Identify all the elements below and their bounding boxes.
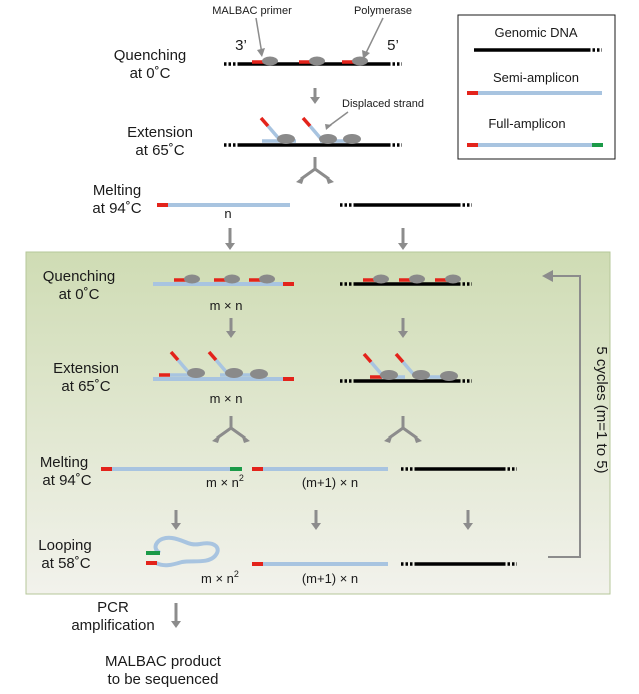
q2g-bound1-polymerase [373, 274, 389, 284]
arrow-melt1-left-head [225, 243, 235, 250]
ext1-poly3 [343, 134, 361, 144]
product-line2: to be sequenced [108, 671, 219, 688]
legend-semi-label: Semi-amplicon [493, 70, 579, 85]
mult-mn2-loop: m × n2 [201, 569, 239, 586]
ext2-poly1-displaced-primer [169, 350, 180, 362]
fork1-head-left [296, 175, 305, 184]
displaced-pointer-head [325, 124, 332, 130]
arrow-melt1-right-head [398, 243, 408, 250]
annotation-5prime: 5’ [387, 37, 399, 54]
annotations: MALBAC primer Polymerase Displaced stran… [212, 5, 424, 130]
mult-n: n [224, 206, 231, 221]
fork1-head-right [325, 175, 334, 184]
product-line1: MALBAC product [105, 653, 222, 670]
fork2-right-head-left [384, 434, 393, 443]
bound2-polymerase [309, 56, 325, 66]
loop-strand [153, 535, 220, 568]
ext2-poly1-polymerase [187, 368, 205, 378]
q2-bound2-polymerase [224, 274, 240, 284]
ext2-poly2-displaced-primer [207, 350, 218, 362]
step-melt2-line1: Melting [40, 454, 88, 471]
molecules [101, 56, 517, 568]
fork2-left-head-left [212, 434, 221, 443]
ext2-poly2-polymerase [225, 368, 243, 378]
cycle-return-head [542, 270, 553, 282]
cycle-indicator: 5 cycles (m=1 to 5) [542, 270, 610, 558]
polymerase-pointer [364, 17, 384, 56]
annotation-displaced: Displaced strand [342, 98, 424, 110]
ext2g-poly2-displaced-primer [394, 352, 405, 364]
ext2g-poly3 [440, 371, 458, 381]
q2g-bound2-polymerase [409, 274, 425, 284]
step-ext2-line2: at 65˚C [61, 378, 110, 395]
step-melt2-line2: at 94˚C [42, 472, 91, 489]
mult-m1n-loop: (m+1) × n [302, 571, 358, 586]
step-loop-line2: at 58˚C [41, 555, 90, 572]
fork1-branches [300, 157, 330, 181]
ext1-poly2-polymerase [319, 134, 337, 144]
q2-bound1-polymerase [184, 274, 200, 284]
arrow-q2-left-head [226, 331, 236, 338]
ext1-poly2-displaced-primer [301, 116, 312, 128]
step-pcr-line1: PCR [97, 599, 129, 616]
mult-mn2-melt: m × n2 [206, 473, 244, 490]
bound3-polymerase [352, 56, 368, 66]
primer-pointer-head [257, 48, 265, 57]
arrow-melt2-3-head [463, 523, 473, 530]
step-melt1-line2: at 94˚C [92, 200, 141, 217]
step-loop-line1: Looping [38, 537, 91, 554]
mult-mn-quench: m × n [210, 298, 243, 313]
q2-bound3-polymerase [259, 274, 275, 284]
mult-m1n-melt: (m+1) × n [302, 475, 358, 490]
displaced-pointer [328, 111, 349, 127]
step-ext2-line1: Extension [53, 360, 119, 377]
annotation-primer: MALBAC primer [212, 5, 292, 17]
step-ext1-line1: Extension [127, 124, 193, 141]
q2g-bound3-polymerase [445, 274, 461, 284]
arrow-quench1-ext1-head [310, 97, 320, 104]
step-melt1-line1: Melting [93, 182, 141, 199]
ext2g-poly1-displaced-primer [362, 352, 373, 364]
mult-mn-ext: m × n [210, 391, 243, 406]
step-labels: Quenching at 0˚C Extension at 65˚C Melti… [38, 47, 221, 688]
annotation-3prime: 3’ [235, 37, 247, 54]
annotation-polymerase: Polymerase [354, 5, 412, 17]
primer-pointer [255, 17, 263, 55]
arrow-pcr-head [171, 621, 181, 628]
legend-genomic-label: Genomic DNA [494, 25, 577, 40]
flow-arrows [171, 88, 473, 628]
cycle-return-line [548, 275, 581, 558]
fork2-right-head-right [413, 434, 422, 443]
bound1-polymerase [262, 56, 278, 66]
arrow-melt2-2-head [311, 523, 321, 530]
cycle-panel [25, 251, 611, 595]
step-pcr-line2: amplification [71, 617, 154, 634]
multiplicities: n m × n m × n m × n2 (m+1) × n m × n2 (m… [201, 206, 358, 586]
step-ext1-line2: at 65˚C [135, 142, 184, 159]
arrow-melt2-1-head [171, 523, 181, 530]
cycle-count-label: 5 cycles (m=1 to 5) [593, 346, 610, 473]
step-quench2-line1: Quenching [43, 268, 116, 285]
arrow-q2-right-head [398, 331, 408, 338]
polymerase-pointer-head [362, 50, 370, 59]
legend: Genomic DNA Semi-amplicon Full-amplicon [457, 14, 616, 160]
step-quench1-line1: Quenching [114, 47, 187, 64]
fork2-left-head-right [241, 434, 250, 443]
ext2g-poly2-polymerase [412, 370, 430, 380]
ext1-poly1-displaced-primer [259, 116, 270, 128]
legend-full-label: Full-amplicon [488, 116, 565, 131]
ext2g-poly1-polymerase [380, 370, 398, 380]
ext2-poly3 [250, 369, 268, 379]
step-quench2-line2: at 0˚C [59, 286, 100, 303]
ext1-poly1-polymerase [277, 134, 295, 144]
step-quench1-line2: at 0˚C [130, 65, 171, 82]
